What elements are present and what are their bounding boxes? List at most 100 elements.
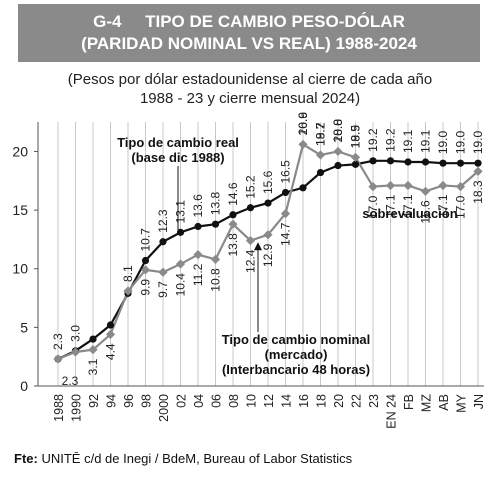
real-point — [106, 321, 115, 329]
real-value-label: 13.1 — [174, 200, 188, 224]
real-value-label: 18.2 — [314, 122, 328, 146]
real-value-label: 19.1 — [401, 129, 415, 153]
x-tick-label: 16 — [297, 394, 311, 408]
nominal-value-label: 14.7 — [279, 222, 293, 246]
nominal-point — [210, 254, 221, 264]
real-value-label: 2.3 — [51, 333, 65, 350]
real-point — [211, 220, 220, 228]
x-tick-label: FB — [402, 394, 416, 410]
nominal-value-label: 20.0 — [331, 119, 345, 143]
nominal-value-label: 19.5 — [349, 125, 363, 149]
nominal-point — [350, 152, 361, 162]
x-tick-label: 2000 — [157, 394, 171, 422]
nominal-value-label: 17.1 — [401, 194, 415, 218]
nominal-point — [123, 286, 133, 296]
y-tick-label: 15 — [12, 202, 28, 218]
x-tick-label: 06 — [210, 394, 224, 408]
x-tick-label: 23 — [367, 394, 381, 408]
nominal-point — [88, 345, 98, 355]
nominal-point — [158, 267, 168, 277]
real-point — [159, 238, 167, 246]
nominal-point — [385, 180, 396, 191]
nominal-point — [105, 329, 116, 339]
nominal-point — [193, 250, 203, 260]
x-tick-label: MZ — [420, 394, 434, 412]
nominal-value-label: 2.3 — [62, 374, 79, 388]
x-tick-label: 12 — [262, 394, 276, 408]
real-value-label: 19.0 — [436, 131, 450, 155]
nominal-value-label: 18.3 — [471, 180, 485, 204]
real-value-label: 10.7 — [139, 228, 153, 252]
nominal-point — [140, 265, 151, 275]
x-tick-label: EN 24 — [385, 394, 399, 429]
nominal-point — [70, 347, 81, 357]
nominal-point — [333, 146, 343, 157]
x-tick-label: 04 — [192, 394, 206, 408]
nominal-point — [280, 209, 291, 219]
nominal-point — [298, 139, 308, 150]
real-series-label: (base dic 1988) — [131, 150, 224, 165]
chart-subtitle: (Pesos por dólar estadounidense al cierr… — [0, 70, 500, 108]
nominal-value-label: 13.8 — [226, 233, 240, 257]
nominal-series-label: (Interbancario 48 horas) — [222, 362, 370, 377]
series-markers — [53, 139, 483, 364]
x-tick-label: 10 — [245, 394, 259, 408]
nominal-value-label: 8.1 — [121, 265, 135, 282]
nominal-value-label: 10.8 — [209, 268, 223, 292]
nominal-value-label: 11.2 — [191, 263, 205, 286]
nominal-point — [245, 235, 256, 246]
chart-title-line1: G-4 TIPO DE CAMBIO PESO-DÓLAR — [18, 11, 480, 33]
overvaluation-label: sobrevaluación — [362, 206, 457, 221]
nominal-value-label: 9.7 — [156, 281, 170, 298]
real-point — [89, 335, 97, 343]
chart-annotations: Tipo de cambio real(base dic 1988) Tipo d… — [117, 135, 458, 377]
x-tick-label: 92 — [87, 394, 101, 408]
nominal-value-label: 17.0 — [454, 195, 468, 219]
nominal-point — [403, 180, 413, 191]
real-point — [351, 160, 360, 168]
real-point — [281, 188, 290, 197]
real-value-label: 18.8 — [331, 119, 345, 143]
real-value-label: 15.6 — [261, 170, 275, 194]
subtitle-line1: (Pesos por dólar estadounidense al cierr… — [67, 71, 433, 88]
nominal-point — [53, 354, 63, 364]
nominal-series-label: Tipo de cambio nominal — [222, 332, 371, 347]
x-tick-label: MY — [455, 393, 469, 412]
real-value-label: 19.0 — [454, 131, 468, 155]
nominal-value-label: 12.9 — [261, 243, 275, 267]
real-point — [456, 159, 465, 167]
real-point — [316, 168, 325, 177]
nominal-point — [455, 182, 466, 192]
real-point — [474, 159, 482, 167]
nominal-value-label: 19.7 — [314, 122, 328, 146]
nominal-point — [263, 230, 273, 240]
x-tick-label: 98 — [140, 394, 154, 408]
real-point — [176, 228, 185, 236]
real-point — [229, 211, 237, 219]
nominal-point — [315, 150, 326, 160]
nominal-point — [438, 180, 448, 191]
x-tick-label: 94 — [105, 394, 119, 408]
nominal-point — [175, 259, 186, 269]
real-point — [141, 256, 150, 265]
x-tick-label: 96 — [122, 394, 136, 408]
nominal-value-label: 3.1 — [86, 358, 100, 375]
nominal-point — [228, 219, 238, 229]
source-prefix: Fte: — [14, 451, 38, 466]
x-tick-label: 1988 — [52, 394, 66, 422]
real-point — [264, 199, 272, 207]
nominal-value-label: 9.9 — [139, 279, 153, 296]
nominal-point — [420, 186, 431, 196]
nominal-value-label: 17.0 — [366, 195, 380, 219]
nominal-value-label: 20.6 — [296, 112, 310, 136]
x-tick-label: 22 — [350, 394, 364, 408]
real-value-label: 3.0 — [69, 325, 83, 342]
y-tick-label: 5 — [20, 319, 28, 335]
real-value-label: 14.6 — [226, 182, 240, 206]
x-tick-label: 18 — [315, 394, 329, 408]
chart-code: G-4 — [93, 12, 122, 31]
chart-grid — [57, 122, 479, 386]
real-value-label: 13.6 — [191, 194, 205, 218]
x-tick-label: 1990 — [70, 394, 84, 422]
y-tick-label: 0 — [20, 378, 28, 394]
